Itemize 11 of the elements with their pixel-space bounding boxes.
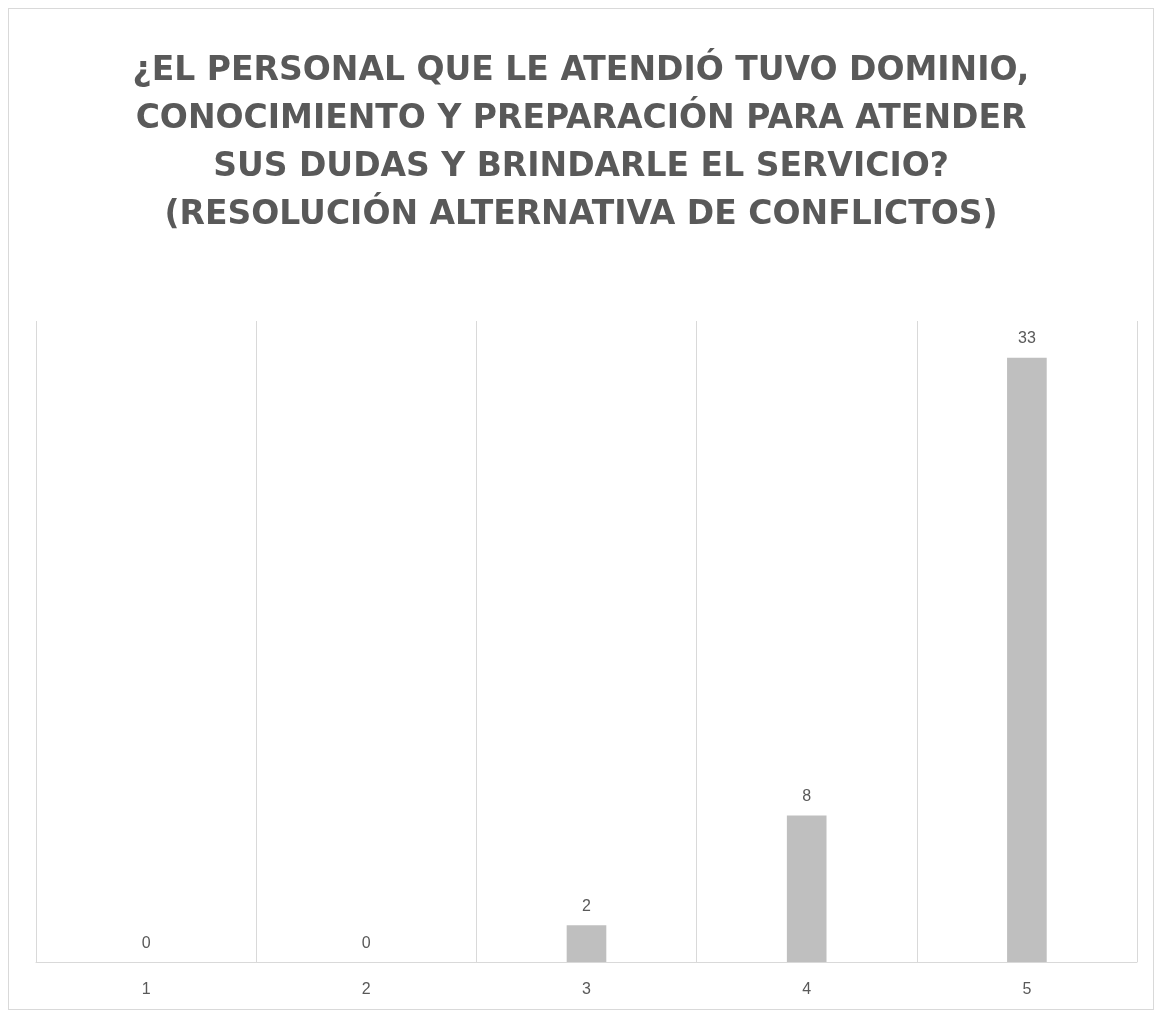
x-tick-label: 5 [1022,979,1032,997]
x-tick-label: 4 [802,979,812,997]
data-label: 0 [361,933,371,951]
data-label: 2 [582,896,592,914]
x-tick-label: 3 [582,979,592,997]
data-label: 8 [802,786,812,804]
x-tick-label: 1 [141,979,151,997]
x-tick-label: 2 [361,979,371,997]
chart-title: ¿EL PERSONAL QUE LE ATENDIÓ TUVO DOMINIO, CONOCIMIENTO Y PREPARACIÓN PARA ATENDER SUS DUDAS Y BRINDARLE EL SERVICIO? (RESOLUCIÓN ALTERNATIVA DE CONFLICTOS) [124,47,1038,232]
data-label: 0 [141,933,151,951]
data-label: 33 [1018,329,1036,347]
